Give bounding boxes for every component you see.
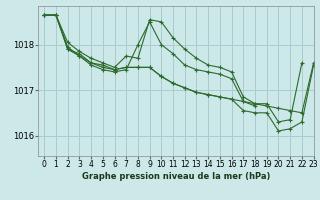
X-axis label: Graphe pression niveau de la mer (hPa): Graphe pression niveau de la mer (hPa) [82, 172, 270, 181]
